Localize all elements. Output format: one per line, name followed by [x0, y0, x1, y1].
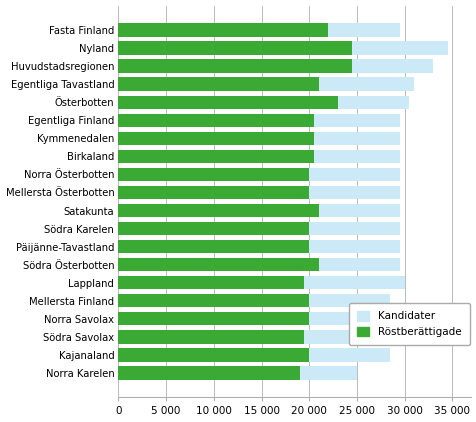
Bar: [118, 258, 318, 271]
Bar: [118, 186, 399, 199]
Bar: [118, 114, 399, 127]
Bar: [118, 276, 404, 289]
Bar: [118, 150, 313, 163]
Bar: [118, 294, 389, 308]
Bar: [118, 78, 413, 91]
Bar: [118, 366, 356, 380]
Bar: [118, 41, 351, 55]
Bar: [118, 168, 308, 181]
Bar: [118, 294, 308, 308]
Legend: Kandidater, Röstberättigade: Kandidater, Röstberättigade: [348, 303, 469, 345]
Bar: [118, 186, 308, 199]
Bar: [118, 330, 380, 344]
Bar: [118, 258, 399, 271]
Bar: [118, 132, 313, 145]
Bar: [118, 95, 408, 109]
Bar: [118, 276, 304, 289]
Bar: [118, 78, 318, 91]
Bar: [118, 348, 389, 362]
Bar: [118, 95, 337, 109]
Bar: [118, 330, 304, 344]
Bar: [118, 168, 399, 181]
Bar: [118, 41, 446, 55]
Bar: [118, 240, 308, 253]
Bar: [118, 366, 299, 380]
Bar: [118, 312, 380, 325]
Bar: [118, 150, 399, 163]
Bar: [118, 60, 351, 73]
Bar: [118, 222, 308, 235]
Bar: [118, 222, 399, 235]
Bar: [118, 348, 308, 362]
Bar: [118, 132, 399, 145]
Bar: [118, 23, 327, 37]
Bar: [118, 60, 432, 73]
Bar: [118, 312, 308, 325]
Bar: [118, 204, 399, 217]
Bar: [118, 114, 313, 127]
Bar: [118, 204, 318, 217]
Bar: [118, 23, 399, 37]
Bar: [118, 240, 399, 253]
